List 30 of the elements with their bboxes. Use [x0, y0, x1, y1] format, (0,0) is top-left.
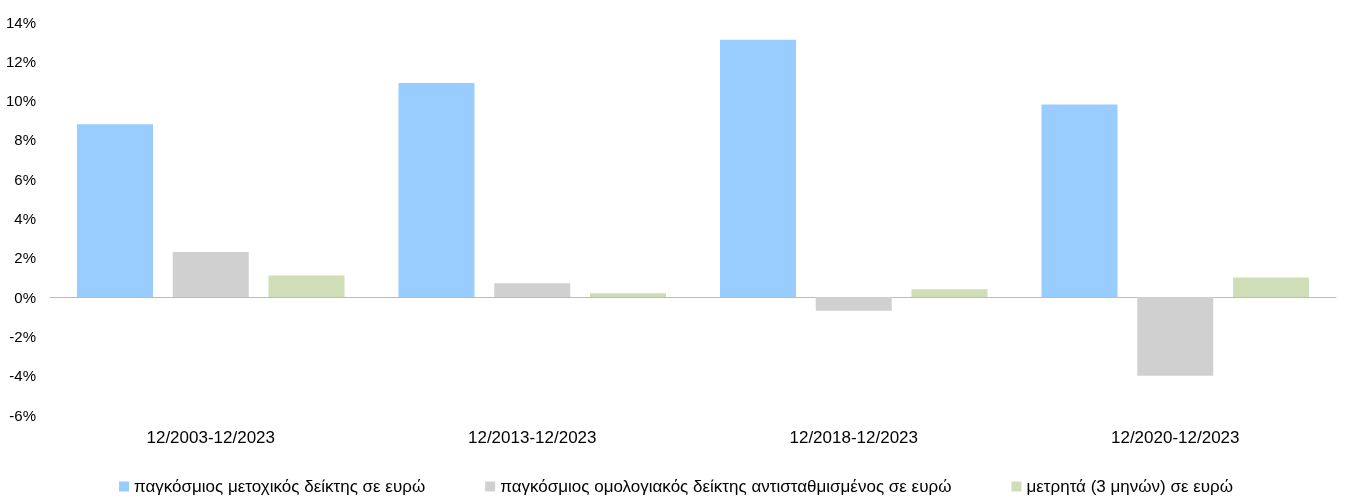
y-tick-label: -6%	[9, 406, 36, 424]
bar	[398, 82, 475, 298]
y-tick-label: 8%	[14, 131, 36, 149]
bar	[1137, 297, 1214, 376]
bar	[590, 293, 667, 298]
bar	[719, 39, 796, 298]
legend-label: μετρητά (3 μηνών) σε ευρώ	[1026, 477, 1234, 496]
y-tick-label: 10%	[5, 92, 36, 110]
y-tick-label: -4%	[9, 367, 36, 385]
bar	[1233, 277, 1310, 298]
bar	[268, 275, 345, 298]
bar	[1041, 104, 1118, 298]
y-tick-label: 0%	[14, 288, 36, 306]
y-tick-label: 6%	[14, 170, 36, 188]
y-tick-label: 12%	[5, 52, 36, 70]
x-tick-label: 12/2013-12/2023	[467, 428, 597, 447]
bar	[815, 297, 892, 311]
legend-label: παγκόσμιος μετοχικός δείκτης σε ευρώ	[133, 477, 426, 496]
x-tick-label: 12/2003-12/2023	[146, 428, 276, 447]
x-tick-label: 12/2020-12/2023	[1110, 428, 1240, 447]
x-tick-label: 12/2018-12/2023	[789, 428, 919, 447]
bar	[172, 251, 249, 298]
y-tick-label: 2%	[14, 249, 36, 267]
y-tick-label: 4%	[14, 210, 36, 227]
legend-label: παγκόσμιος ομολογιακός δείκτης αντισταθμισμένος σε ευρώ	[500, 477, 952, 496]
y-tick-label: 14%	[5, 13, 36, 31]
bar	[494, 283, 571, 298]
bar	[911, 289, 988, 298]
y-tick-label: -2%	[9, 327, 36, 345]
bar	[76, 124, 153, 298]
